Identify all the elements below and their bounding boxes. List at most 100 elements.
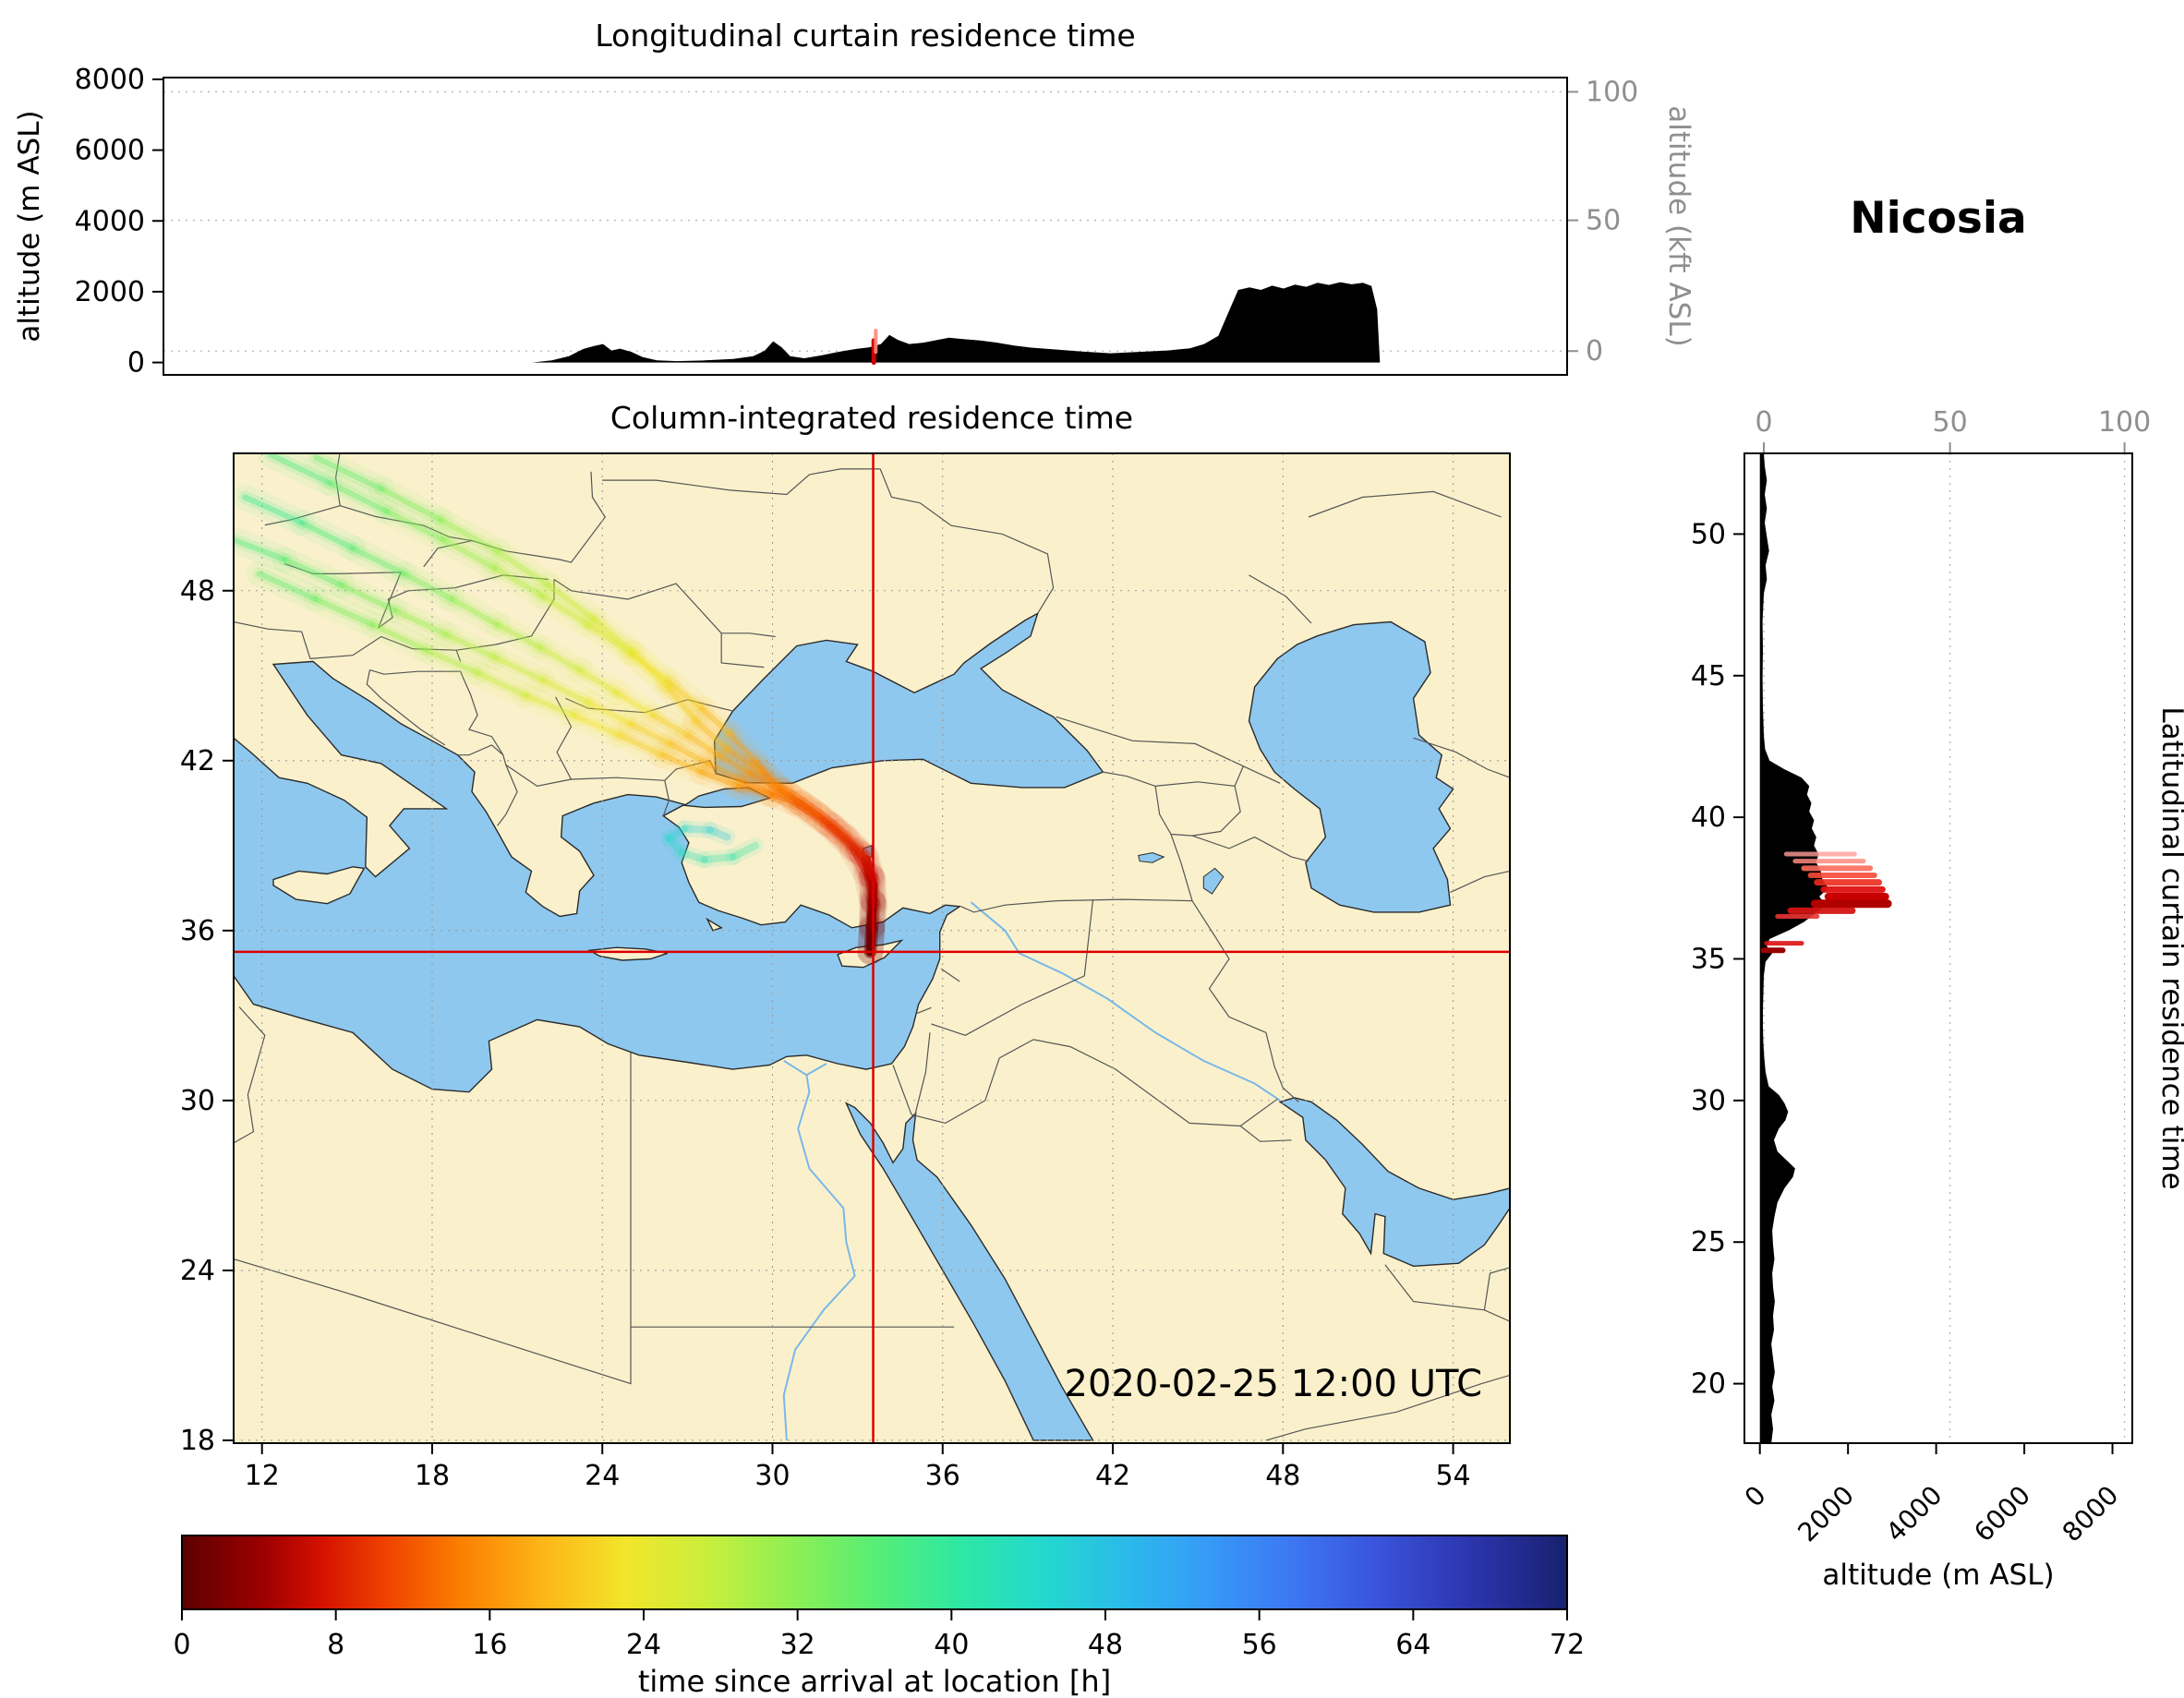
plume-segment xyxy=(678,849,708,864)
plume-segment xyxy=(823,820,855,851)
top-panel-ylabel-right: altitude (kft ASL) xyxy=(1662,105,1695,346)
plume-segment xyxy=(574,611,644,667)
plume-segment xyxy=(863,923,878,958)
plume-segment xyxy=(849,845,869,877)
plume-segment xyxy=(774,784,816,815)
country-border xyxy=(892,1065,912,1115)
plume-segment xyxy=(587,612,641,660)
country-border xyxy=(1239,1126,1292,1142)
plume-segment xyxy=(419,644,485,680)
plume-segment xyxy=(566,656,630,706)
country-border xyxy=(662,780,670,816)
plume-segment xyxy=(706,825,731,841)
plume-segment xyxy=(529,667,601,716)
river-euphrates xyxy=(970,901,1281,1102)
plume-segment xyxy=(704,760,744,784)
plume-segment xyxy=(658,752,705,776)
lat-tick-label: 40 xyxy=(1691,801,1726,834)
plume-segment xyxy=(374,482,448,527)
plume-segment xyxy=(373,498,457,553)
plume-segment xyxy=(380,504,451,547)
plume-segment xyxy=(581,695,637,730)
plume-segment xyxy=(535,572,608,632)
country-border xyxy=(916,1006,932,1014)
plume-segment xyxy=(581,606,647,667)
plume-segment xyxy=(844,837,884,889)
plume-segment xyxy=(368,476,454,534)
plume-segment xyxy=(263,453,337,490)
colorbar-label: time since arrival at location [h] xyxy=(638,1664,1111,1698)
plume-segment xyxy=(802,801,845,838)
plume-segment xyxy=(282,557,344,588)
plume-segment xyxy=(695,849,742,869)
lake-van xyxy=(1138,851,1165,863)
panel-frame xyxy=(233,452,1511,1444)
plume-segment xyxy=(323,476,393,518)
plume-segment xyxy=(523,692,577,718)
plume-segment xyxy=(754,765,796,801)
plume-segment xyxy=(655,748,708,779)
country-border xyxy=(234,1258,632,1385)
plume-segment xyxy=(541,578,601,626)
plume-segment xyxy=(852,861,885,913)
y-tick-label: 2000 xyxy=(75,276,145,308)
plume-segment xyxy=(766,788,802,810)
plume-segment xyxy=(867,924,875,955)
plume-segment xyxy=(811,808,853,844)
plume-segment xyxy=(430,526,508,582)
lat-tick-label: 18 xyxy=(180,1425,215,1457)
y-tick-label: 4000 xyxy=(75,205,145,237)
plume-segment xyxy=(288,510,366,561)
plume-segment xyxy=(536,673,595,709)
country-border xyxy=(721,632,776,638)
plume-segment xyxy=(660,830,691,861)
plume-segment xyxy=(769,791,799,806)
plume-segment xyxy=(475,669,529,699)
plume-segment xyxy=(867,921,875,955)
plume-segment xyxy=(749,755,788,798)
plume-segment xyxy=(729,841,760,861)
lon-tick-label: 18 xyxy=(415,1460,450,1492)
plume-segment xyxy=(488,650,549,687)
plume-segment xyxy=(786,791,821,818)
country-border xyxy=(378,574,549,629)
lon-tick-label: 30 xyxy=(754,1460,790,1492)
country-border xyxy=(234,620,311,659)
y-tick-label: 6000 xyxy=(75,135,145,167)
plume-segment xyxy=(366,618,433,657)
colorbar-tick-label: 72 xyxy=(1550,1629,1585,1661)
plume-segment xyxy=(673,844,713,869)
plume-segment xyxy=(345,541,411,581)
plume-segment xyxy=(488,561,549,603)
plume-segment xyxy=(867,924,875,955)
map-panel: 12 18 24 30 36 42 48 54 18 24 30 36 42 48 xyxy=(180,452,1511,1492)
plume-segment xyxy=(861,855,878,890)
plume-segment xyxy=(574,689,644,737)
lon-tick-label: 36 xyxy=(925,1460,960,1492)
plume-segment xyxy=(859,850,880,886)
plume-segment xyxy=(796,795,851,845)
plume-segment xyxy=(490,618,547,655)
plume-segment xyxy=(778,788,813,812)
country-border xyxy=(1239,1098,1278,1126)
plume-segment xyxy=(855,848,878,884)
y-tick-label: 8000 xyxy=(75,64,145,96)
country-border xyxy=(497,765,518,826)
country-border xyxy=(1483,1267,1510,1310)
plume-segment xyxy=(806,805,841,835)
lon-tick-label: 42 xyxy=(1095,1460,1130,1492)
plume-segment xyxy=(603,680,667,729)
plume-segment xyxy=(857,914,885,965)
country-border xyxy=(366,669,446,746)
country-border xyxy=(471,471,607,563)
map-title: Column-integrated residence time xyxy=(610,400,1133,436)
plume-segment xyxy=(759,781,809,816)
country-border xyxy=(1308,490,1502,518)
plume-segment xyxy=(238,490,308,530)
plume-segment xyxy=(665,835,686,857)
plume-segment xyxy=(378,486,444,524)
plume-segment xyxy=(788,789,846,839)
plume-segment xyxy=(742,766,788,798)
plume-segment xyxy=(865,911,876,957)
colorbar: 0 8 16 24 32 40 48 56 64 72 xyxy=(173,1535,1585,1661)
